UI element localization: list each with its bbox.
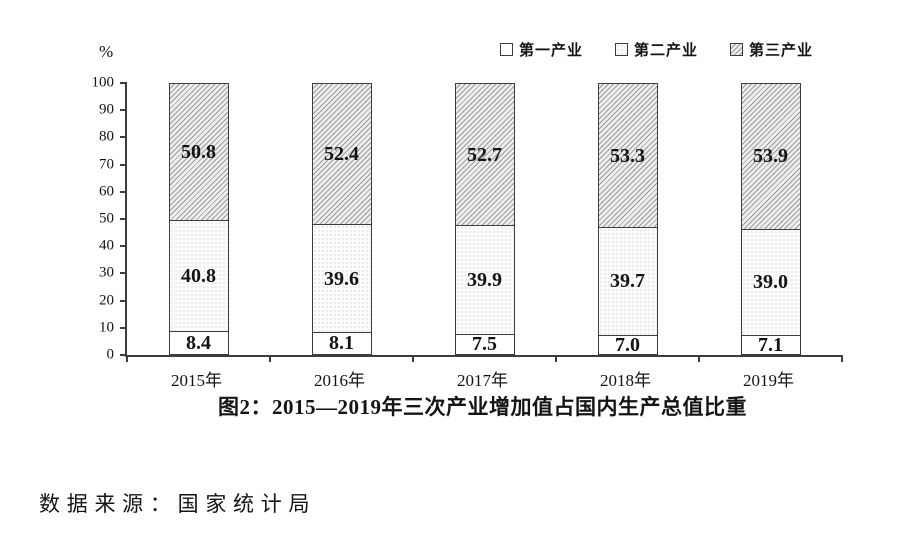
bars-container: 50.8 40.8 8.4 52.4 39.6 8.1 52.7 39.9 7.5 53.3 39.… [127, 82, 842, 355]
bar-segment: 53.3 [597, 83, 658, 228]
legend: 第一产业 第二产业 第三产业 [500, 39, 813, 60]
bar-segment: 52.7 [454, 82, 515, 227]
y-axis-unit-label: % [99, 42, 114, 61]
y-tick-mark [120, 109, 127, 112]
x-category-label: 2016年 [314, 371, 365, 390]
legend-label: 第三产业 [749, 42, 814, 59]
x-tick-mark [555, 355, 557, 362]
bar-segment-value: 7.1 [758, 335, 783, 355]
plot-area: 50.8 40.8 8.4 52.4 39.6 8.1 52.7 39.9 7.5 53.3 39.… [92, 75, 843, 362]
bar-segment: 39.9 [454, 226, 515, 335]
bar-segment-value: 40.8 [181, 265, 216, 288]
legend-item: 第三产业 [730, 39, 813, 60]
data-source-note: 数据来源：国家统计局 [39, 492, 317, 516]
x-category-label: 2019年 [743, 371, 794, 390]
y-tick-label: 60 [99, 183, 114, 200]
bar-segment: 53.9 [740, 83, 801, 230]
bar-segment: 39.7 [597, 228, 658, 336]
legend-marker-dots-icon [615, 43, 629, 56]
legend-marker-plain-icon [500, 43, 513, 56]
bar-segment: 7.0 [597, 335, 658, 355]
bar-segment: 7.1 [740, 335, 801, 355]
y-tick-label: 50 [99, 210, 114, 227]
legend-marker-hatch-icon [730, 43, 744, 56]
bar-segment-value: 39.9 [467, 268, 502, 291]
bar-segment-value: 52.7 [467, 143, 502, 166]
y-tick-mark [120, 326, 127, 329]
x-tick-mark [841, 355, 843, 362]
bar-segment-value: 39.6 [324, 267, 359, 290]
x-tick-mark [126, 355, 128, 362]
y-tick-label: 30 [99, 264, 114, 281]
x-category-label: 2018年 [600, 371, 651, 390]
y-tick-label: 40 [99, 237, 114, 254]
stacked-bar: 50.8 40.8 8.4 [168, 83, 229, 355]
stacked-bar: 53.9 39.0 7.1 [740, 83, 801, 355]
y-tick-label: 80 [99, 128, 114, 145]
bar-segment: 39.6 [311, 225, 372, 333]
y-tick-label: 0 [106, 346, 115, 363]
bar-segment-value: 39.0 [753, 271, 788, 294]
bar-slot-2016年: 52.4 39.6 8.1 [270, 82, 413, 355]
y-tick-label: 70 [99, 156, 114, 173]
legend-label: 第二产业 [634, 42, 699, 59]
bar-segment: 8.4 [168, 332, 229, 355]
bar-slot-2019年: 53.9 39.0 7.1 [699, 83, 842, 355]
stacked-bar: 52.4 39.6 8.1 [311, 82, 372, 355]
y-tick-mark [120, 163, 127, 166]
x-category-label: 2015年 [171, 371, 222, 390]
stacked-bar: 53.3 39.7 7.0 [597, 83, 658, 355]
x-tick-mark [412, 355, 414, 362]
x-axis-labels: 2015年 2016年 2017年 2018年 2019年 [125, 366, 840, 391]
bar-segment-value: 7.5 [472, 334, 497, 355]
y-tick-mark [120, 190, 127, 193]
bar-segment-value: 52.4 [324, 143, 359, 166]
bar-segment: 8.1 [311, 332, 372, 355]
y-tick-label: 10 [99, 319, 114, 336]
y-tick-label: 100 [91, 74, 115, 91]
y-tick-mark [120, 218, 127, 220]
x-category-label: 2017年 [457, 371, 508, 390]
y-tick-label: 20 [99, 292, 114, 309]
bar-segment-value: 39.7 [610, 270, 645, 293]
bar-segment: 40.8 [168, 221, 229, 333]
chart-title: 图2：2015—2019年三次产业增加值占国内生产总值比重 [218, 395, 747, 419]
bar-segment-value: 50.8 [181, 141, 216, 164]
bar-slot-2018年: 53.3 39.7 7.0 [556, 83, 699, 355]
bar-segment-value: 8.1 [329, 332, 354, 355]
legend-item: 第二产业 [615, 39, 698, 60]
legend-item: 第一产业 [500, 39, 583, 60]
y-tick-mark [120, 299, 127, 302]
bar-segment: 39.0 [740, 229, 801, 336]
bar-segment-value: 53.9 [753, 145, 788, 168]
bar-segment: 50.8 [168, 83, 229, 222]
y-tick-mark [120, 272, 127, 275]
x-tick-mark [698, 355, 700, 362]
stacked-bar: 52.7 39.9 7.5 [454, 82, 515, 355]
y-tick-mark [120, 245, 127, 248]
bar-slot-2017年: 52.7 39.9 7.5 [413, 82, 556, 355]
y-tick-label: 90 [99, 101, 114, 118]
bar-segment-value: 53.3 [610, 144, 645, 167]
y-tick-mark [120, 354, 127, 356]
legend-label: 第一产业 [519, 42, 584, 59]
y-tick-mark [120, 136, 127, 139]
bar-segment-value: 8.4 [186, 332, 211, 355]
bar-segment-value: 7.0 [615, 335, 640, 355]
y-tick-mark [120, 82, 127, 84]
bar-segment: 52.4 [311, 82, 372, 226]
bar-segment: 7.5 [454, 334, 515, 355]
bar-slot-2015年: 50.8 40.8 8.4 [127, 83, 270, 355]
x-tick-mark [269, 355, 271, 362]
